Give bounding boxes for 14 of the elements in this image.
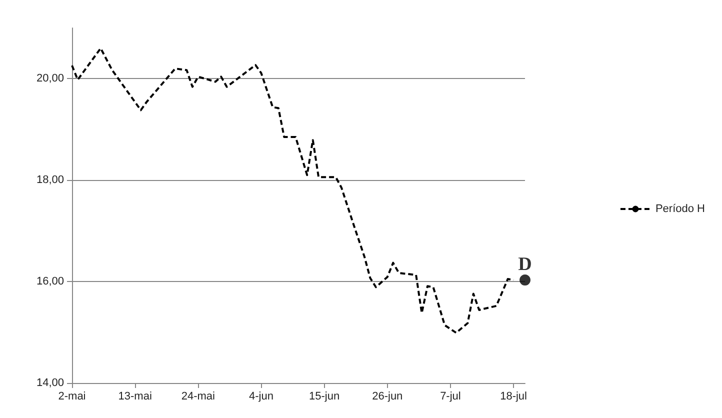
x-tick-label: 24-mai [181, 390, 215, 402]
legend-label: Período H [655, 203, 706, 215]
x-tick-label: 26-jun [372, 390, 403, 402]
x-tick-label: 15-jun [309, 390, 340, 402]
x-tick-label: 7-jul [440, 390, 461, 402]
x-tick-label: 18-jul [500, 390, 527, 402]
y-tick-label: 14,00 [36, 377, 64, 389]
y-tick-label: 16,00 [36, 276, 64, 288]
y-tick-label: 20,00 [36, 72, 64, 85]
y-tick-label: 18,00 [36, 174, 64, 186]
x-tick-label: 13-mai [118, 390, 152, 402]
x-tick-label: 2-mai [58, 390, 86, 402]
annotation: D [518, 254, 532, 276]
x-tick-label: 4-jun [248, 390, 274, 402]
